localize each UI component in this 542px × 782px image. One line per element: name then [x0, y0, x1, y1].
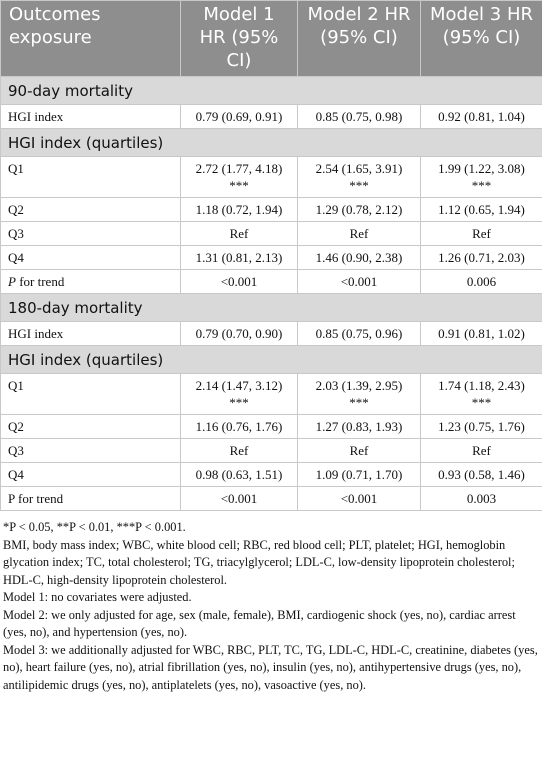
- header-text: Model 1 HR (95% CI): [199, 4, 279, 71]
- hr-cell: 0.003: [420, 486, 542, 511]
- hr-cell: 0.93 (0.58, 1.46): [420, 462, 542, 487]
- footnote: Model 1: no covariates were adjusted.: [3, 590, 192, 604]
- hr-cell: Ref: [180, 221, 298, 246]
- footnotes: *P < 0.05, **P < 0.01, ***P < 0.001. BMI,…: [0, 511, 542, 694]
- hr-cell: 1.74 (1.18, 2.43) ***: [420, 373, 542, 415]
- data-row: Q4 1.31 (0.81, 2.13) 1.46 (0.90, 2.38) 1.26…: [0, 245, 542, 270]
- hr-cell: 2.72 (1.77, 4.18) ***: [180, 156, 298, 198]
- row-label: Q3: [0, 221, 181, 246]
- footnote: Model 2: we only adjusted for age, sex (…: [3, 607, 516, 640]
- row-label: Q4: [0, 245, 181, 270]
- hr-cell: 2.03 (1.39, 2.95) ***: [297, 373, 421, 415]
- hr-cell: 1.16 (0.76, 1.76): [180, 414, 298, 439]
- header-cell: Outcomes exposure: [0, 0, 181, 77]
- section-title: 180-day mortality: [0, 293, 542, 322]
- hr-cell: 1.29 (0.78, 2.12): [297, 197, 421, 222]
- data-row: P for trend <0.001 <0.001 0.006: [0, 269, 542, 294]
- row-label: Q1: [0, 373, 181, 415]
- row-label: P for trend: [0, 486, 181, 511]
- section-row: HGI index (quartiles): [0, 128, 542, 157]
- section-title: HGI index (quartiles): [0, 345, 542, 374]
- hr-cell: 0.79 (0.70, 0.90): [180, 321, 298, 346]
- header-text: Model 2 HR (95% CI): [307, 4, 411, 48]
- hr-cell: 0.91 (0.81, 1.02): [420, 321, 542, 346]
- section-title: 90-day mortality: [0, 76, 542, 105]
- row-label: HGI index: [0, 104, 181, 129]
- hr-cell: 0.85 (0.75, 0.96): [297, 321, 421, 346]
- header-cell: Model 2 HR (95% CI): [297, 0, 421, 77]
- hr-cell: 0.85 (0.75, 0.98): [297, 104, 421, 129]
- hr-cell: 1.26 (0.71, 2.03): [420, 245, 542, 270]
- data-row: Q3 Ref Ref Ref: [0, 221, 542, 246]
- results-table: Outcomes exposure Model 1 HR (95% CI) Mode…: [0, 0, 542, 511]
- section-title: HGI index (quartiles): [0, 128, 542, 157]
- section-row: 90-day mortality: [0, 76, 542, 105]
- header-text: Model 3 HR (95% CI): [430, 4, 533, 48]
- hr-cell: 0.92 (0.81, 1.04): [420, 104, 542, 129]
- row-label: P for trend: [0, 269, 181, 294]
- header-row: Outcomes exposure Model 1 HR (95% CI) Mode…: [0, 0, 542, 77]
- footnote: BMI, body mass index; WBC, white blood c…: [3, 537, 515, 587]
- hr-cell: 2.14 (1.47, 3.12) ***: [180, 373, 298, 415]
- row-label: Q3: [0, 438, 181, 463]
- footnote: Model 3: we additionally adjusted for WB…: [3, 642, 538, 692]
- header-cell: Model 3 HR (95% CI): [420, 0, 542, 77]
- data-row: Q2 1.18 (0.72, 1.94) 1.29 (0.78, 2.12) 1.12…: [0, 197, 542, 222]
- row-label: HGI index: [0, 321, 181, 346]
- section-row: HGI index (quartiles): [0, 345, 542, 374]
- hr-cell: 2.54 (1.65, 3.91) ***: [297, 156, 421, 198]
- hr-cell: <0.001: [180, 486, 298, 511]
- hr-cell: Ref: [420, 221, 542, 246]
- data-row: Q1 2.14 (1.47, 3.12) *** 2.03 (1.39, 2.95)…: [0, 373, 542, 415]
- hr-cell: Ref: [297, 221, 421, 246]
- data-row: HGI index 0.79 (0.69, 0.91) 0.85 (0.75, 0.…: [0, 104, 542, 129]
- hr-cell: 1.18 (0.72, 1.94): [180, 197, 298, 222]
- hr-cell: 1.46 (0.90, 2.38): [297, 245, 421, 270]
- hr-cell: Ref: [180, 438, 298, 463]
- table-header: Outcomes exposure Model 1 HR (95% CI) Mode…: [0, 0, 542, 77]
- data-row: Q1 2.72 (1.77, 4.18) *** 2.54 (1.65, 3.91)…: [0, 156, 542, 198]
- row-label: Q4: [0, 462, 181, 487]
- header-cell: Model 1 HR (95% CI): [180, 0, 298, 77]
- hr-cell: <0.001: [297, 486, 421, 511]
- data-row: Q2 1.16 (0.76, 1.76) 1.27 (0.83, 1.93) 1.23…: [0, 414, 542, 439]
- section-row: 180-day mortality: [0, 293, 542, 322]
- footnote: *P < 0.05, **P < 0.01, ***P < 0.001.: [3, 520, 186, 534]
- hr-cell: 1.31 (0.81, 2.13): [180, 245, 298, 270]
- row-label: Q1: [0, 156, 181, 198]
- hr-cell: <0.001: [180, 269, 298, 294]
- hr-cell: <0.001: [297, 269, 421, 294]
- hr-cell: 0.79 (0.69, 0.91): [180, 104, 298, 129]
- hr-cell: 1.23 (0.75, 1.76): [420, 414, 542, 439]
- data-row: Q3 Ref Ref Ref: [0, 438, 542, 463]
- table-body: 90-day mortality HGI index 0.79 (0.69, 0.9…: [0, 76, 542, 511]
- row-label: Q2: [0, 414, 181, 439]
- hr-cell: 0.98 (0.63, 1.51): [180, 462, 298, 487]
- hr-cell: Ref: [420, 438, 542, 463]
- data-row: Q4 0.98 (0.63, 1.51) 1.09 (0.71, 1.70) 0.93…: [0, 462, 542, 487]
- hr-cell: 0.006: [420, 269, 542, 294]
- hr-cell: 1.12 (0.65, 1.94): [420, 197, 542, 222]
- data-row: HGI index 0.79 (0.70, 0.90) 0.85 (0.75, 0.…: [0, 321, 542, 346]
- row-label: Q2: [0, 197, 181, 222]
- hr-cell: 1.27 (0.83, 1.93): [297, 414, 421, 439]
- header-text: Outcomes exposure: [9, 4, 101, 48]
- hr-cell: 1.09 (0.71, 1.70): [297, 462, 421, 487]
- hr-cell: Ref: [297, 438, 421, 463]
- data-row: P for trend <0.001 <0.001 0.003: [0, 486, 542, 511]
- hr-cell: 1.99 (1.22, 3.08) ***: [420, 156, 542, 198]
